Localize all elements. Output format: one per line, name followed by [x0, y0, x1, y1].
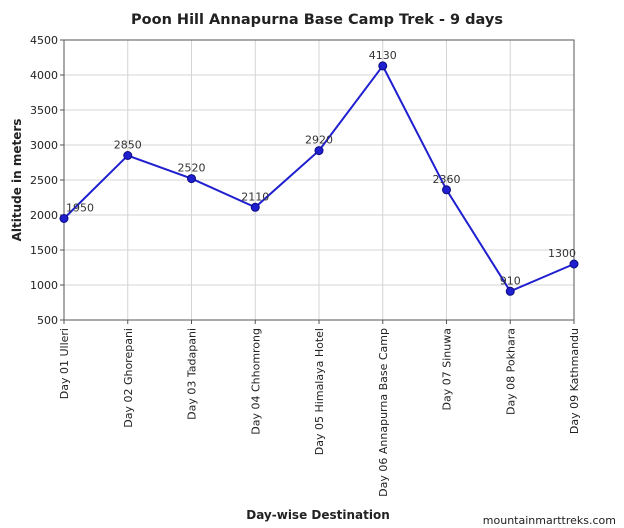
y-tick-label: 2000 — [30, 209, 58, 222]
data-label: 4130 — [369, 49, 397, 62]
y-tick-label: 4500 — [30, 34, 58, 47]
data-label: 910 — [500, 274, 521, 287]
data-label: 1300 — [548, 247, 576, 260]
x-tick-label: Day 09 Kathmandu — [568, 328, 581, 434]
data-point-marker — [442, 185, 451, 195]
y-tick-label: 1500 — [30, 244, 58, 257]
data-point-marker — [314, 146, 324, 156]
data-point-marker — [569, 259, 579, 269]
x-tick-label: Day 04 Chhomrong — [249, 328, 262, 435]
data-label: 2520 — [178, 162, 206, 175]
y-tick-label: 4000 — [30, 69, 58, 82]
x-tick-label: Day 07 Sinuwa — [441, 328, 454, 410]
data-labels: 1950 2850 2520 2110 2920 4130 2360 910 1300 — [66, 49, 576, 287]
data-point-marker — [59, 214, 69, 223]
y-axis-label: Altitude in meters — [10, 119, 24, 242]
y-tick-label: 2500 — [30, 174, 58, 187]
x-tick-label: Day 06 Annapurna Base Camp — [377, 328, 390, 497]
data-label: 2360 — [433, 173, 461, 186]
x-tick-label: Day 02 Ghorepani — [122, 328, 135, 428]
data-point-marker — [250, 202, 260, 212]
data-point-marker — [187, 174, 196, 184]
y-axis-ticks: 500 1000 1500 2000 2500 3000 3500 4000 4500 — [30, 34, 64, 327]
x-axis-ticks: Day 01 Ulleri Day 02 Ghorepani Day 03 Tada… — [58, 320, 581, 497]
data-point-marker — [378, 61, 388, 71]
data-label: 2110 — [241, 190, 269, 203]
grid-lines — [63, 39, 575, 321]
x-tick-label: Day 03 Tadapani — [186, 328, 199, 420]
data-label: 1950 — [66, 202, 94, 215]
y-tick-label: 3000 — [30, 139, 58, 152]
chart-title: Poon Hill Annapurna Base Camp Trek - 9 d… — [131, 12, 503, 28]
y-tick-label: 500 — [37, 314, 58, 327]
data-point-marker — [505, 286, 515, 296]
y-tick-label: 3500 — [30, 104, 58, 117]
y-tick-label: 1000 — [30, 279, 58, 292]
data-point-marker — [123, 151, 133, 160]
x-tick-label: Day 05 Himalaya Hotel — [313, 328, 326, 455]
data-label: 2920 — [305, 134, 333, 147]
data-label: 2850 — [114, 139, 142, 152]
x-tick-label: Day 01 Ulleri — [58, 328, 71, 399]
x-axis-label: Day-wise Destination — [246, 508, 390, 522]
altitude-series — [59, 61, 579, 296]
source-credit: mountainmarttreks.com — [483, 514, 616, 527]
x-tick-label: Day 08 Pokhara — [504, 328, 517, 415]
